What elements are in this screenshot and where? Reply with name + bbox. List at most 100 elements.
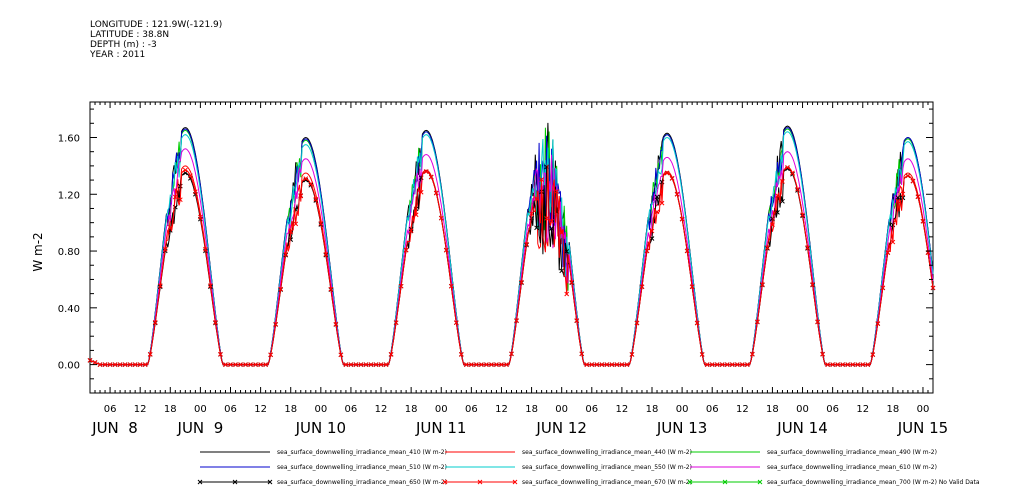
- series-marker: [273, 321, 279, 327]
- series-marker: [920, 218, 926, 224]
- series-marker: [649, 236, 655, 241]
- series-marker: [629, 352, 635, 357]
- series-marker: [714, 362, 720, 367]
- legend: sea_surface_downwelling_irradiance_mean_…: [197, 449, 980, 486]
- series-marker: [845, 362, 851, 367]
- series-marker: [604, 362, 610, 367]
- series-marker: [654, 209, 660, 215]
- legend-marker: [687, 479, 693, 485]
- x-hour-tick-label: 06: [104, 404, 117, 415]
- y-tick-label: 1.20: [58, 190, 80, 201]
- axis-layer: 06 12 18 00 06 12 18 00 06 12 18 00 06 12 18 00 06 12 18 00…: [58, 102, 948, 437]
- series-marker: [258, 362, 263, 367]
- series-marker: [152, 320, 158, 325]
- series-marker: [594, 362, 600, 367]
- x-hour-tick-label: 06: [465, 404, 478, 415]
- series-marker: [177, 197, 183, 203]
- series-marker: [393, 320, 399, 326]
- x-hour-tick-label: 18: [766, 404, 779, 415]
- legend-label: sea_surface_downwelling_irradiance_mean_…: [522, 449, 692, 456]
- x-hour-tick-label: 00: [676, 404, 689, 415]
- x-day-label: JUN 10: [295, 419, 346, 437]
- latitude-text: LATITUDE : 38.8N: [90, 30, 170, 40]
- x-hour-tick-label: 06: [585, 404, 598, 415]
- series-marker: [132, 362, 138, 367]
- series-marker: [283, 251, 289, 257]
- series-marker: [338, 352, 344, 358]
- series-marker: [509, 351, 514, 357]
- x-hour-tick-label: 12: [856, 404, 869, 415]
- x-day-label: JUN 14: [776, 419, 827, 437]
- x-hour-tick-label: 00: [796, 404, 809, 415]
- series-marker: [574, 318, 580, 323]
- series-marker: [669, 176, 675, 181]
- x-day-label: JUN 15: [897, 419, 948, 437]
- series-marker: [815, 319, 820, 325]
- series-marker: [423, 169, 429, 174]
- x-hour-tick-label: 18: [886, 404, 899, 415]
- series-marker: [353, 362, 359, 367]
- series-marker: [719, 362, 725, 367]
- series-marker: [489, 362, 494, 367]
- series-marker: [755, 319, 760, 325]
- legend-label: sea_surface_downwelling_irradiance_mean_…: [767, 464, 937, 471]
- longitude-text: LONGITUDE : 121.9W(-121.9): [90, 20, 223, 30]
- series-marker: [805, 245, 810, 250]
- legend-marker: [232, 479, 238, 485]
- year-text: YEAR : 2011: [90, 50, 146, 60]
- series-marker: [830, 362, 835, 367]
- series-marker: [760, 282, 765, 287]
- series-marker: [127, 362, 133, 367]
- legend-label: sea_surface_downwelling_irradiance_mean_…: [277, 449, 447, 456]
- x-day-label: JUN 8: [91, 419, 138, 437]
- series-marker: [534, 196, 539, 202]
- series-marker: [619, 362, 625, 367]
- series-marker: [549, 226, 554, 231]
- series-marker: [418, 189, 424, 195]
- x-hour-tick-label: 18: [646, 404, 659, 415]
- series-marker: [930, 285, 936, 291]
- series-marker: [780, 179, 785, 184]
- series-marker: [398, 283, 404, 289]
- series-marker: [223, 362, 228, 367]
- series-marker: [684, 248, 690, 254]
- series-marker: [614, 362, 620, 367]
- series-marker: [182, 167, 188, 173]
- series-marker: [584, 362, 590, 367]
- x-hour-tick-label: 12: [254, 404, 267, 415]
- series-marker: [664, 170, 670, 176]
- series-marker: [238, 362, 243, 367]
- series-marker: [694, 320, 700, 326]
- series-marker: [494, 362, 499, 367]
- x-hour-tick-label: 06: [706, 404, 719, 415]
- series-marker: [463, 362, 469, 367]
- x-hour-tick-label: 12: [736, 404, 749, 415]
- series-line: [89, 164, 934, 366]
- legend-label: sea_surface_downwelling_irradiance_mean_…: [277, 479, 447, 486]
- series-marker: [689, 284, 695, 290]
- series-marker: [388, 352, 394, 357]
- series-marker: [649, 228, 655, 234]
- legend-label: sea_surface_downwelling_irradiance_mean_…: [277, 464, 447, 471]
- series-marker: [413, 212, 419, 218]
- series-marker: [328, 286, 334, 292]
- series-marker: [479, 362, 484, 367]
- legend-marker: [722, 479, 728, 485]
- series-marker: [514, 318, 519, 323]
- series-marker: [469, 362, 474, 367]
- x-hour-tick-label: 18: [164, 404, 177, 415]
- series-marker: [729, 362, 735, 367]
- x-hour-tick-label: 06: [224, 404, 237, 415]
- series-marker: [835, 362, 841, 367]
- series-marker: [218, 351, 223, 357]
- series-marker: [734, 362, 740, 367]
- series-marker: [895, 198, 901, 204]
- y-tick-label: 0.00: [58, 361, 80, 372]
- x-hour-tick-label: 18: [405, 404, 418, 415]
- series-layer: [87, 122, 936, 367]
- series-marker: [915, 194, 921, 200]
- series-marker: [679, 216, 685, 222]
- series-marker: [910, 178, 916, 184]
- series-marker: [634, 320, 640, 326]
- series-marker: [458, 352, 464, 357]
